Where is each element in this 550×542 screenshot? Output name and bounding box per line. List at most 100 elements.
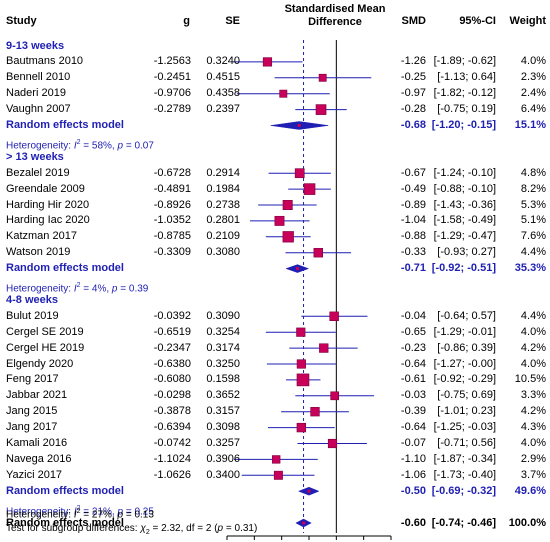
study-weight: 7.6% <box>520 230 546 243</box>
study-g: -1.1024 <box>153 452 191 465</box>
study-name: Vaughn 2007 <box>6 103 71 116</box>
study-se: 0.3090 <box>206 309 240 322</box>
study-ci: [-0.75; 0.19] <box>437 103 496 116</box>
pooled-center-marker <box>302 521 306 525</box>
study-name: Jang 2017 <box>6 421 58 434</box>
study-name: Kamali 2016 <box>6 437 68 449</box>
footer-test-p: p <box>217 523 224 534</box>
pooled-smd: -0.71 <box>400 262 426 275</box>
pooled-center-marker <box>296 267 300 271</box>
study-smd: -0.65 <box>400 325 426 338</box>
study-name: Watson 2019 <box>6 246 71 259</box>
study-g: -0.4891 <box>153 182 191 195</box>
pooled-weight: 15.1% <box>514 119 546 131</box>
pooled-center-marker <box>297 124 301 127</box>
study-g: -0.0742 <box>153 437 191 449</box>
study-weight: 10.5% <box>514 373 546 386</box>
pooled-ci: [-0.92; -0.51] <box>431 262 496 275</box>
study-smd: -0.61 <box>400 373 426 386</box>
header-study: Study <box>6 15 37 27</box>
study-name: Naderi 2019 <box>6 87 66 100</box>
study-smd: -0.89 <box>400 198 426 211</box>
study-smd: -1.06 <box>400 468 426 481</box>
study-g: -0.8785 <box>153 230 191 243</box>
subgroup-heterogeneity: Heterogeneity: I2 = 21%, p = 0.25 <box>6 504 154 517</box>
study-effect-box <box>262 57 273 67</box>
study-ci: [-0.75; 0.69] <box>437 389 496 402</box>
pooled-weight: 100.0% <box>508 516 546 529</box>
study-g: -0.6380 <box>153 357 191 370</box>
study-weight: 8.2% <box>520 182 546 195</box>
study-weight: 4.2% <box>520 405 546 418</box>
study-se: 0.2109 <box>206 230 240 243</box>
footer-het-i: I <box>73 509 77 521</box>
study-name: Bautmans 2010 <box>6 55 84 68</box>
study-ci: [-1.87; -0.34] <box>433 452 496 465</box>
study-effect-box <box>272 455 281 464</box>
study-name: Cergel SE 2019 <box>6 325 84 338</box>
study-name: Bulut 2019 <box>6 309 59 322</box>
header-ci: 95%-CI <box>459 15 496 27</box>
study-ci: [-0.92; -0.29] <box>433 373 496 386</box>
study-effect-box <box>327 438 338 449</box>
study-weight: 4.3% <box>520 421 546 434</box>
study-se: 0.3400 <box>206 468 240 481</box>
pooled-ci: [-0.69; -0.32] <box>431 484 496 497</box>
study-name: Elgendy 2020 <box>6 357 74 370</box>
subgroup-label: > 13 weeks <box>6 150 64 163</box>
footer-test-prefix: Test for subgroup differences: <box>6 523 141 534</box>
study-ci: [-1.73; -0.40] <box>433 468 496 481</box>
study-name: Katzman 2017 <box>6 230 77 243</box>
footer-subgroup-test: Test for subgroup differences: χ2 = 2.32… <box>6 523 258 536</box>
footer-test-value: = 2.32, df = 2 ( <box>149 523 218 534</box>
study-ci: [-1.58; -0.49] <box>433 214 496 227</box>
pooled-smd: -0.68 <box>400 119 426 131</box>
study-se: 0.4358 <box>206 87 240 100</box>
study-weight: 4.0% <box>520 55 546 68</box>
study-name: Jang 2015 <box>6 405 58 418</box>
study-weight: 4.8% <box>520 166 546 179</box>
footer-het-pvalue: = 0.13 <box>123 509 154 521</box>
study-effect-box <box>282 231 294 243</box>
overall-pooled-label: Random effects model <box>6 516 124 529</box>
header-g: g <box>183 15 190 27</box>
study-effect-box <box>303 183 316 195</box>
study-ci: [-0.71; 0.56] <box>437 437 496 449</box>
study-smd: -0.25 <box>400 71 426 84</box>
study-ci: [-1.24; -0.10] <box>433 166 496 179</box>
study-weight: 4.0% <box>520 437 546 449</box>
study-g: -0.2451 <box>153 71 191 84</box>
study-smd: -0.33 <box>400 246 426 259</box>
study-name: Jabbar 2021 <box>6 389 68 402</box>
subgroup-pooled-label: Random effects model <box>6 484 124 497</box>
header-se: SE <box>225 15 240 27</box>
study-g: -0.6080 <box>153 373 191 386</box>
study-g: -0.2347 <box>153 341 191 354</box>
study-smd: -0.39 <box>400 405 426 418</box>
study-name: Bezalel 2019 <box>6 166 70 179</box>
study-weight: 4.0% <box>520 357 546 370</box>
study-name: Cergel HE 2019 <box>6 341 85 354</box>
study-effect-box <box>318 73 327 82</box>
study-g: -0.3878 <box>153 405 191 418</box>
footer-heterogeneity: Heterogeneity: I2 = 27%, p = 0.13 <box>6 508 154 521</box>
pooled-ci: [-1.20; -0.15] <box>431 119 496 131</box>
study-ci: [-1.13; 0.64] <box>437 71 496 84</box>
study-weight: 3.3% <box>520 389 546 402</box>
study-se: 0.3174 <box>206 341 240 354</box>
study-weight: 4.2% <box>520 341 546 354</box>
study-smd: -0.23 <box>400 341 426 354</box>
study-effect-box <box>274 215 285 226</box>
subgroup-pooled-label: Random effects model <box>6 119 124 131</box>
header-smd: SMD <box>401 15 426 27</box>
study-se: 0.3250 <box>206 357 240 370</box>
footer-test-chi: χ <box>140 523 146 534</box>
study-weight: 4.0% <box>520 325 546 338</box>
study-name: Harding Iac 2020 <box>6 214 90 227</box>
study-smd: -1.10 <box>400 452 426 465</box>
study-ci: [-1.82; -0.12] <box>433 87 496 100</box>
study-name: Harding Hir 2020 <box>6 198 90 211</box>
subgroup-heterogeneity: Heterogeneity: I2 = 58%, p = 0.07 <box>6 138 154 152</box>
study-smd: -0.04 <box>400 309 426 322</box>
